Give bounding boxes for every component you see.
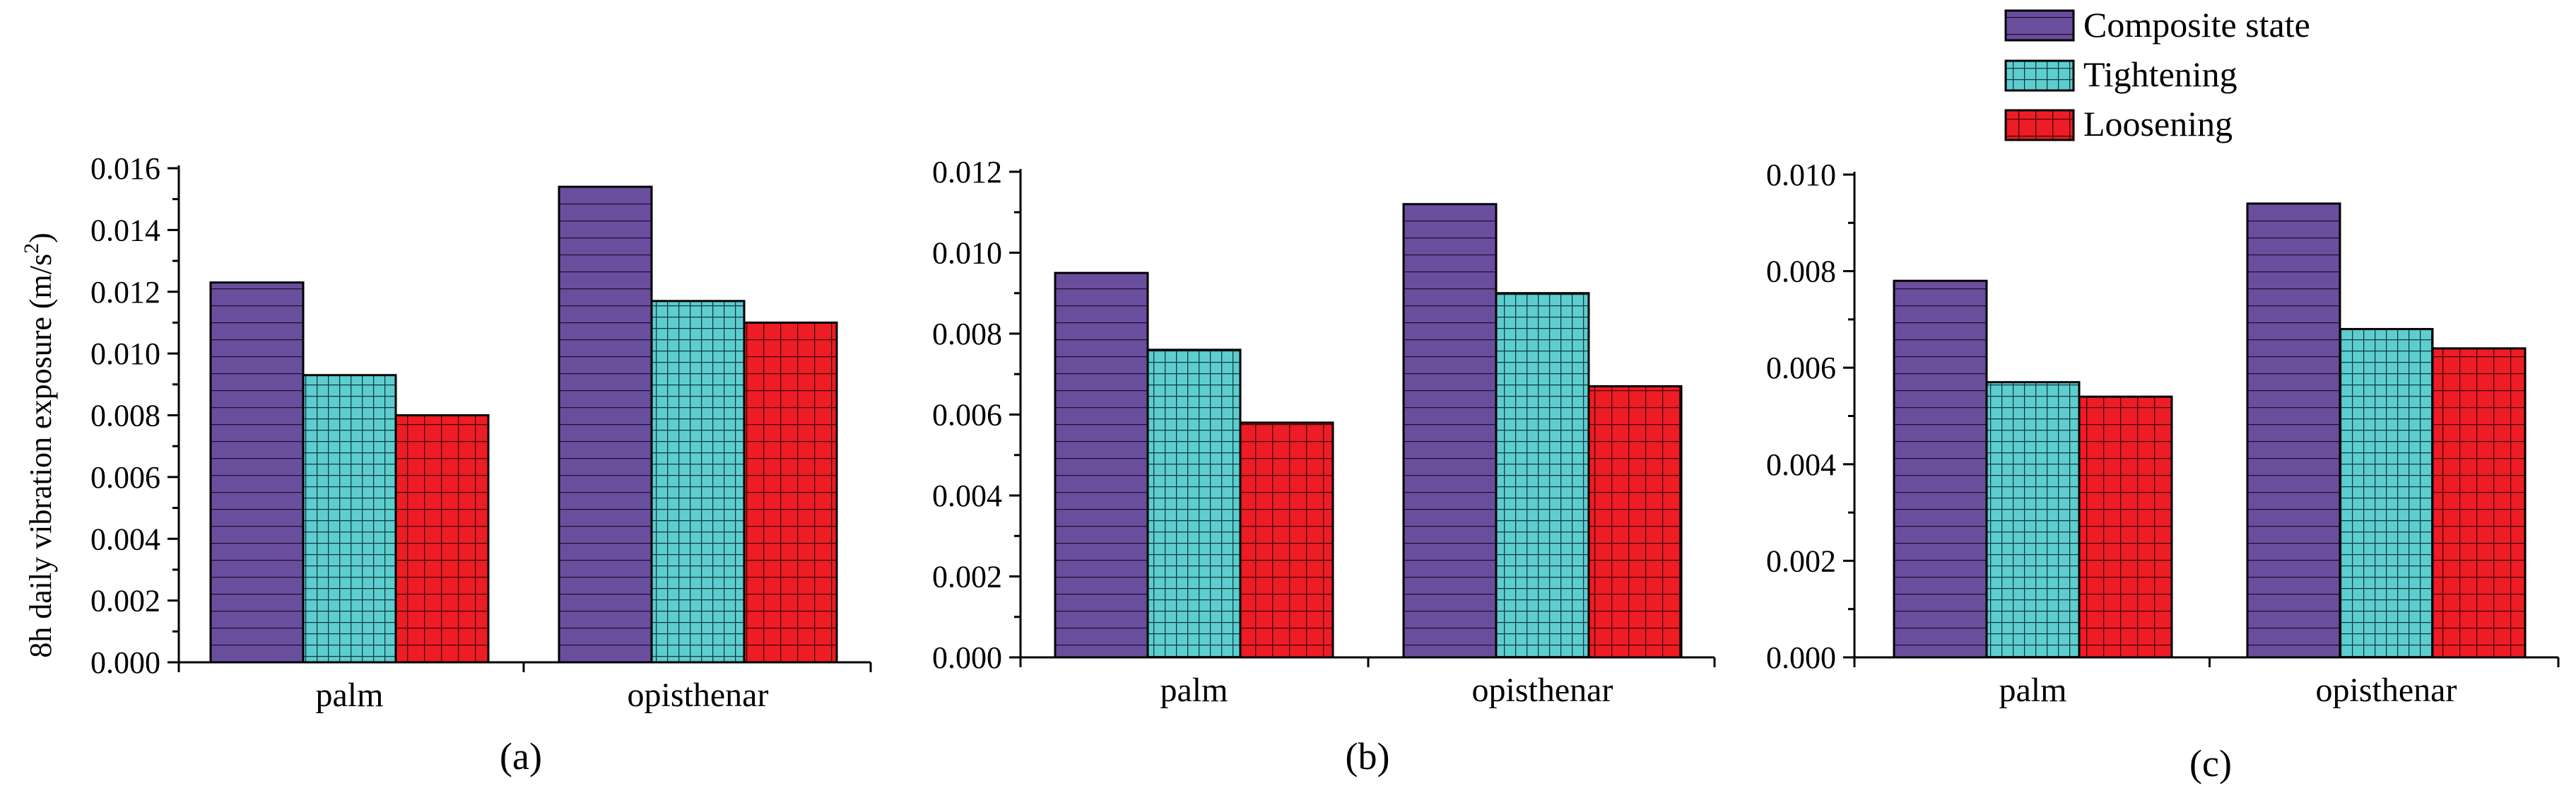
bars-panel-c (1893, 202, 2527, 659)
bar-palm-composite-state (1054, 271, 1149, 659)
bar-opisthenar-composite-state (558, 185, 653, 664)
y-tick-label: 0.004 (90, 522, 160, 556)
y-tick-label: 0.002 (1766, 544, 1836, 578)
bar-palm-loosening (394, 414, 490, 664)
y-tick-label: 0.010 (932, 236, 1002, 271)
y-tick-label: 0.002 (932, 560, 1002, 594)
bar-palm-composite-state (209, 281, 305, 664)
bar-opisthenar-composite-state (2246, 202, 2341, 659)
legend-label-loosening: Loosening (2083, 104, 2233, 143)
panel-a: 0.000 0.002 0.004 0.006 0.008 0.010 0.012 0.014… (20, 151, 872, 778)
y-tick-label: 0.006 (1766, 351, 1836, 385)
y-tick-label: 0.002 (90, 584, 160, 618)
y-tick-label: 0.016 (90, 151, 160, 186)
x-category-label-opisthenar: opisthenar (628, 676, 769, 714)
bar-palm-loosening (2078, 395, 2173, 659)
panel-label-c: (c) (2189, 742, 2232, 785)
y-tick-label: 0.006 (932, 398, 1002, 433)
axes-panel-c: 0.000 0.002 0.004 0.006 0.008 0.010 palm opisth… (1766, 158, 2560, 709)
y-tick-label: 0.004 (932, 479, 1002, 513)
x-category-label-opisthenar: opisthenar (2316, 671, 2457, 709)
axes-panel-a: 0.000 0.002 0.004 0.006 0.008 0.010 0.012 0.014… (90, 151, 872, 714)
x-category-label-palm: palm (1160, 671, 1228, 709)
x-category-label-palm: palm (316, 676, 384, 714)
y-tick-label: 0.008 (90, 399, 160, 433)
y-tick-label: 0.008 (1766, 254, 1836, 289)
y-tick-label: 0.004 (1766, 447, 1836, 482)
y-tick-label: 0.010 (90, 336, 160, 371)
bar-opisthenar-loosening (743, 321, 838, 664)
y-tick-label: 0.000 (932, 640, 1002, 675)
y-tick-label: 0.000 (90, 645, 160, 680)
legend-label-tightening: Tightening (2083, 54, 2237, 94)
x-category-label-opisthenar: opisthenar (1472, 671, 1613, 709)
legend-swatch-tightening (2004, 59, 2075, 92)
legend-label-composite-state: Composite state (2083, 5, 2310, 45)
panel-c: 0.000 0.002 0.004 0.006 0.008 0.010 palm opisth… (1766, 158, 2560, 785)
panel-b: 0.000 0.002 0.004 0.006 0.008 0.010 0.012 palm o… (932, 155, 1716, 778)
bar-palm-tightening (1985, 381, 2081, 659)
panel-label-a: (a) (500, 735, 542, 778)
axes-panel-b: 0.000 0.002 0.004 0.006 0.008 0.010 0.012 palm o… (932, 155, 1716, 709)
y-axis-label: 8h daily vibration exposure (m/s2) (20, 233, 58, 658)
bar-opisthenar-loosening (1587, 385, 1683, 659)
legend-swatch-loosening (2004, 109, 2075, 141)
y-tick-label: 0.000 (1766, 640, 1836, 675)
y-axis-label-superscript: 2 (20, 243, 43, 254)
y-tick-label: 0.010 (1766, 158, 1836, 192)
panel-label-b: (b) (1346, 735, 1390, 778)
bar-palm-composite-state (1893, 279, 1988, 659)
bars-panel-b (1054, 203, 1683, 659)
x-category-label-palm: palm (1999, 671, 2067, 709)
bar-palm-loosening (1239, 421, 1334, 659)
y-tick-label: 0.008 (932, 317, 1002, 351)
bar-opisthenar-tightening (2339, 328, 2434, 659)
legend: Composite state Tightening Loosening (2004, 5, 2310, 143)
legend-swatch-composite-state (2004, 9, 2075, 42)
y-tick-label: 0.014 (90, 213, 160, 247)
bar-opisthenar-tightening (1495, 292, 1590, 659)
bars-panel-a (209, 185, 838, 664)
bar-palm-tightening (1146, 348, 1242, 659)
bar-palm-tightening (302, 374, 397, 664)
bar-opisthenar-composite-state (1402, 203, 1498, 659)
bar-opisthenar-tightening (650, 300, 746, 664)
y-tick-label: 0.006 (90, 460, 160, 495)
y-tick-label: 0.012 (90, 275, 160, 310)
bar-opisthenar-loosening (2431, 347, 2527, 659)
y-tick-label: 0.012 (932, 155, 1002, 189)
